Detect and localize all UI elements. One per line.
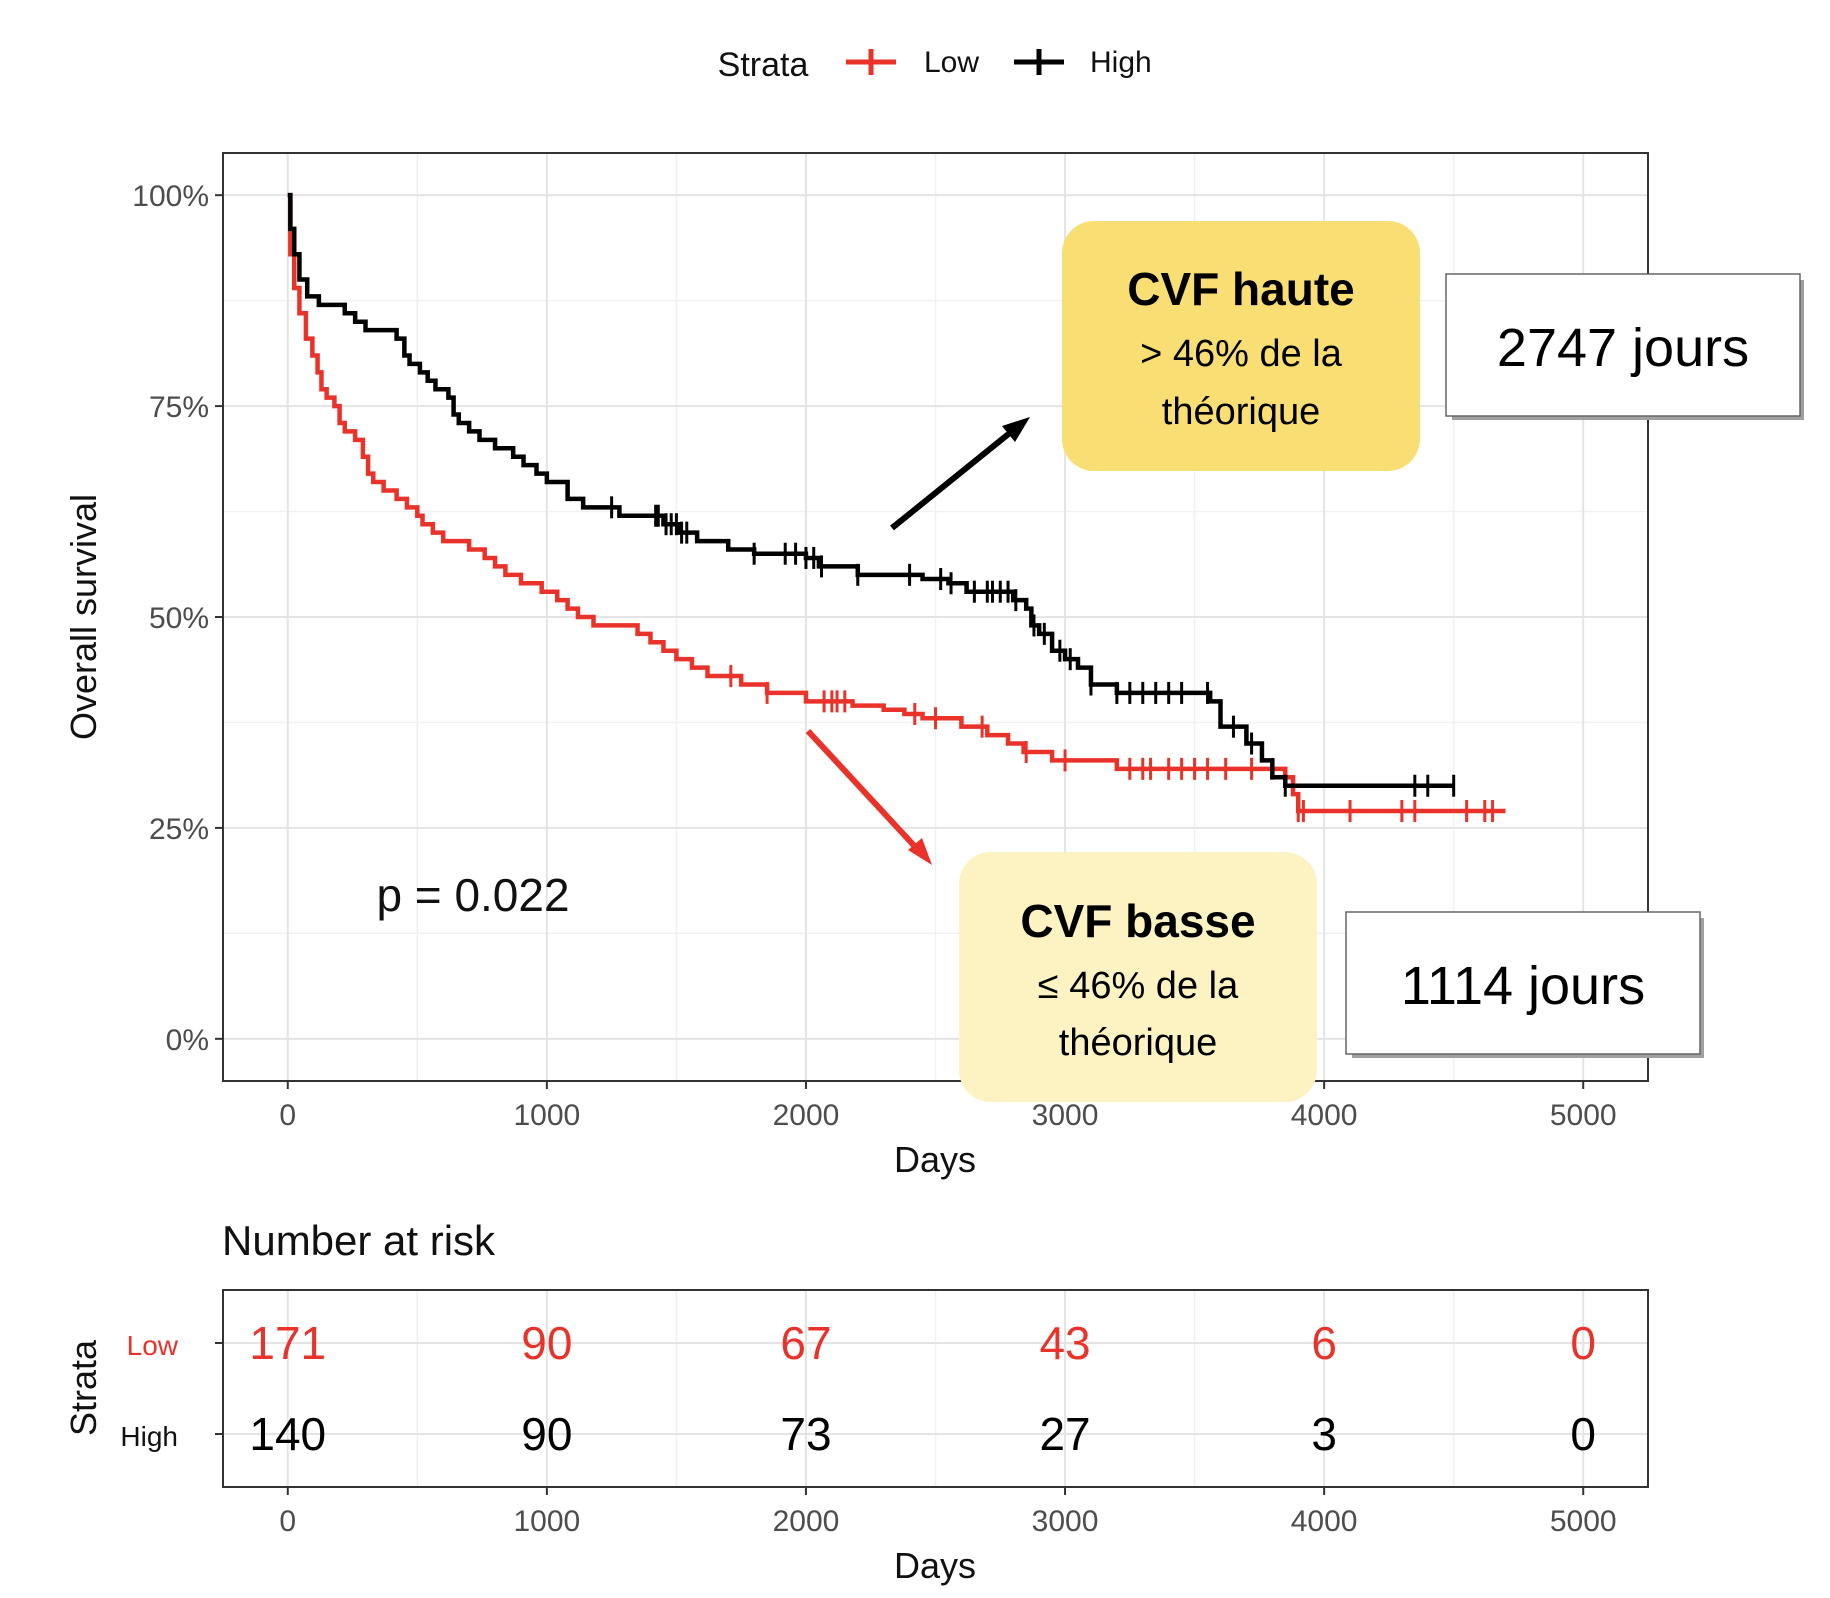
risk-count-high: 0	[1570, 1408, 1596, 1460]
p-value: p = 0.022	[376, 869, 569, 921]
legend-high-label: High	[1090, 46, 1152, 79]
risk-count-high: 73	[780, 1408, 831, 1460]
risk-x-tick-label: 3000	[1032, 1505, 1099, 1538]
legend-title: Strata	[718, 46, 809, 84]
low-annotation-box	[959, 852, 1317, 1102]
high-annotation-line2: théorique	[1162, 391, 1320, 433]
legend: Strata Low High	[718, 46, 1152, 84]
y-tick-label: 100%	[132, 180, 209, 213]
risk-count-low: 67	[780, 1317, 831, 1369]
survival-curves	[287, 192, 1506, 823]
risk-count-low: 6	[1311, 1317, 1337, 1369]
survival-curve-low	[287, 192, 1506, 814]
low-arrow-head	[908, 838, 932, 865]
low-annotation-line1: ≤ 46% de la	[1038, 965, 1239, 1007]
risk-x-tick-label: 4000	[1291, 1505, 1358, 1538]
high-annotation-title: CVF haute	[1127, 263, 1354, 315]
risk-x-tick-label: 2000	[773, 1505, 840, 1538]
low-arrow-line	[805, 728, 923, 855]
risk-x-tick-label: 1000	[513, 1505, 580, 1538]
y-tick-label: 50%	[149, 602, 209, 635]
risk-row-label-high: High	[120, 1421, 178, 1452]
risk-count-high: 27	[1039, 1408, 1090, 1460]
y-tick-label: 75%	[149, 391, 209, 424]
low-days-annotation: 1114 jours	[1345, 911, 1704, 1058]
risk-table-title: Number at risk	[222, 1217, 496, 1264]
risk-x-axis-label: Days	[894, 1545, 976, 1586]
risk-count-low: 43	[1039, 1317, 1090, 1369]
high-days-box	[1445, 273, 1801, 417]
x-tick-label: 2000	[773, 1099, 840, 1132]
high-days-annotation: 2747 jours	[1445, 273, 1804, 420]
annotation-arrows	[805, 417, 1030, 865]
y-axis-label: Overall survival	[63, 494, 104, 740]
risk-count-low: 0	[1570, 1317, 1596, 1369]
x-tick-label: 0	[279, 1099, 296, 1132]
y-tick-label: 25%	[149, 813, 209, 846]
risk-y-axis-label: Strata	[63, 1339, 104, 1436]
risk-row-label-low: Low	[127, 1330, 179, 1361]
risk-count-low: 171	[249, 1317, 326, 1369]
x-tick-label: 1000	[513, 1099, 580, 1132]
risk-count-low: 90	[521, 1317, 572, 1369]
risk-table-border	[222, 1289, 1649, 1488]
high-arrow-head	[1002, 417, 1030, 442]
high-days-text: 2747 jours	[1497, 318, 1749, 378]
risk-table: Number at risk 171 140 90 90 67 73 43 27 6 3 0 0 St…	[63, 1217, 1649, 1586]
high-annotation-line1: > 46% de la	[1140, 333, 1343, 375]
x-tick-label: 5000	[1550, 1099, 1617, 1132]
low-annotation-title: CVF basse	[1020, 895, 1255, 947]
risk-table-cells: 171 140 90 90 67 73 43 27 6 3 0 0	[249, 1317, 1596, 1460]
high-arrow-line	[890, 425, 1018, 531]
risk-x-tick-label: 0	[279, 1505, 296, 1538]
x-tick-label: 4000	[1291, 1099, 1358, 1132]
low-days-box	[1345, 911, 1701, 1055]
x-tick-label: 3000	[1032, 1099, 1099, 1132]
y-tick-label: 0%	[166, 1024, 209, 1057]
risk-grid-lines	[223, 1290, 1648, 1487]
x-axis-label: Days	[894, 1139, 976, 1180]
risk-x-tick-label: 5000	[1550, 1505, 1617, 1538]
low-days-text: 1114 jours	[1401, 956, 1645, 1016]
high-annotation: CVF haute > 46% de la théorique	[1062, 221, 1420, 471]
high-annotation-box	[1062, 221, 1420, 471]
low-annotation-line2: théorique	[1059, 1022, 1217, 1064]
risk-count-high: 140	[249, 1408, 326, 1460]
low-annotation: CVF basse ≤ 46% de la théorique	[959, 852, 1317, 1102]
risk-axes: Strata Low High Days 0 1000 2000 3000 4000 50…	[63, 1330, 1617, 1586]
axes: Overall survival Days 0 1000 2000 3000 4000 5…	[63, 180, 1617, 1180]
risk-count-high: 90	[521, 1408, 572, 1460]
survival-curve-high	[287, 192, 1454, 788]
legend-low-label: Low	[924, 46, 979, 79]
risk-count-high: 3	[1311, 1408, 1337, 1460]
